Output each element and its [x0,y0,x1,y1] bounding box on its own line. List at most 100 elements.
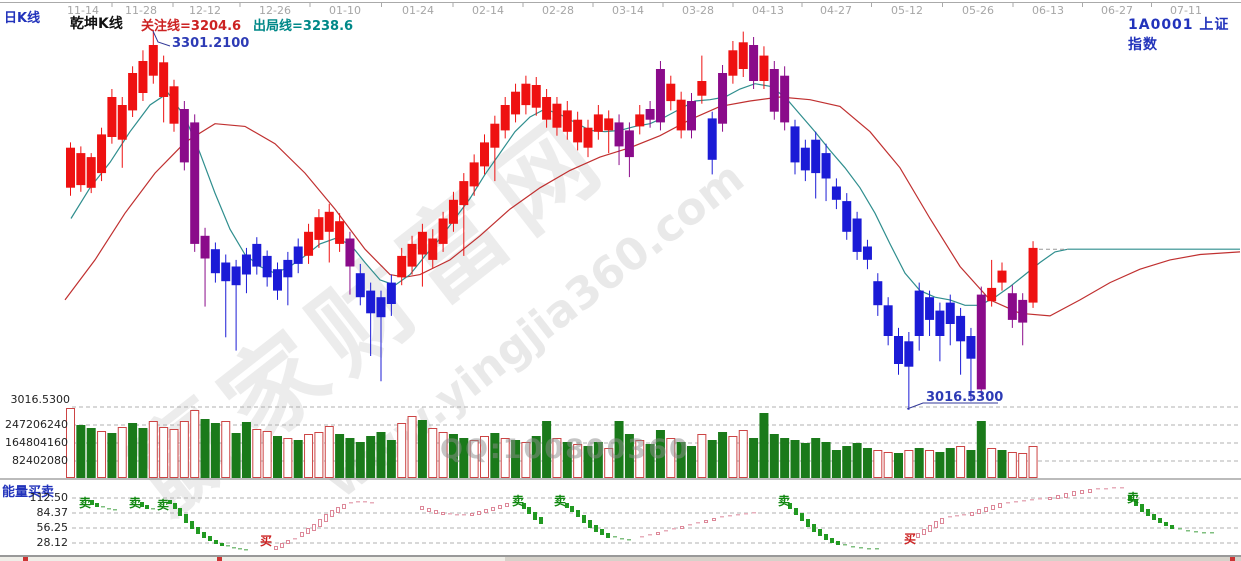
volume-bar [407,416,417,478]
volume-bar [790,440,800,478]
energy-dash-sell [101,506,105,508]
energy-dash-sell [867,548,871,550]
candle-body [210,249,220,274]
volume-bar [624,434,634,478]
candle-body [66,147,75,188]
volume-bar [552,438,562,478]
date-label: 07-11 [1170,4,1202,17]
volume-bar [366,436,376,478]
date-label: 06-13 [1032,4,1064,17]
energy-dash-buy [648,534,652,536]
candle-body [169,86,179,124]
energy-bar-buy [274,546,278,550]
candle-body [355,273,365,298]
volume-bar [1007,452,1017,478]
volume-bar [169,429,179,478]
energy-bar-sell [202,532,206,538]
date-label: 06-27 [1101,4,1133,17]
energy-dash-buy [370,502,374,504]
energy-bar-sell [173,503,177,509]
volume-bar [707,440,717,478]
volume-bar [376,432,386,478]
candle-body [1007,293,1017,320]
volume-bar [1018,453,1028,478]
energy-dash-buy [1038,498,1042,500]
energy-dash-buy [1006,502,1010,504]
volume-bar [945,448,955,478]
energy-bar-sell [533,512,537,520]
candle-body [76,153,86,186]
energy-bar-sell [539,517,543,524]
candle-body [573,119,583,143]
candle-body [386,282,396,304]
candle-body [428,238,438,260]
candle-body [1018,299,1028,323]
volume-bar [687,446,696,478]
date-label: 03-28 [682,4,714,17]
energy-bar-buy [491,507,495,511]
energy-dash-buy [640,536,644,538]
energy-bar-buy [441,512,445,515]
volume-bar [448,434,458,478]
energy-dash-buy [744,513,748,515]
volume-bar [97,431,107,478]
candle-body [490,123,500,148]
energy-bar-sell [824,534,828,540]
candle-body [935,310,945,336]
volume-bar [304,434,314,478]
volume-bar [718,432,728,478]
energy-bar-sell [208,536,212,541]
scrollbar-thumb[interactable] [0,557,505,561]
candle-body [821,153,831,179]
energy-dash-buy [448,513,452,515]
volume-bar [480,436,489,478]
candle-body [283,259,293,278]
volume-bar [583,446,593,478]
energy-bar-buy [336,507,340,513]
volume-bar [593,442,603,478]
volume-bar [117,427,127,478]
energy-dash-buy [1112,487,1116,489]
bottom-scrollbar[interactable] [0,556,1241,561]
volume-bar [666,438,676,478]
volume-bar [738,430,748,478]
volume-bar [293,440,303,478]
volume-tick-label: 247206240 [5,418,68,431]
candle-body [997,270,1007,283]
energy-bar-buy [1072,491,1076,496]
volume-bar [769,434,779,478]
energy-bar-sell [594,525,598,532]
volume-bar [107,433,117,478]
energy-dash-sell [232,547,236,549]
candle-body [831,186,841,200]
sell-marker: 卖 [129,495,141,510]
volume-bar [894,453,903,478]
energy-dash-buy [293,538,297,540]
low-price-annotation: 3016.5300 [926,390,1004,405]
energy-bar-sell [1152,514,1156,520]
energy-bar-buy [280,543,284,548]
volume-bar [324,426,334,478]
candle-body [304,231,314,256]
energy-bar-buy [991,505,995,510]
energy-bar-buy [434,510,438,514]
volume-bar [128,423,138,478]
candle-body [190,122,200,244]
energy-bar-sell [570,506,574,512]
energy-tick-label: 112.50 [29,491,69,504]
candle-body [241,254,251,275]
volume-bar [221,421,231,478]
volume-bar [935,452,945,478]
volume-bar [190,410,200,478]
energy-bar-sell [196,527,200,534]
volume-bar [676,442,686,478]
energy-bar-buy [1056,495,1060,499]
volume-bar [511,440,521,478]
energy-bar-buy [427,508,431,512]
energy-dash-sell [627,539,631,541]
volume-bar [914,448,924,478]
volume-bar [635,440,645,478]
volume-bar [179,421,189,478]
energy-dash-buy [752,512,756,514]
